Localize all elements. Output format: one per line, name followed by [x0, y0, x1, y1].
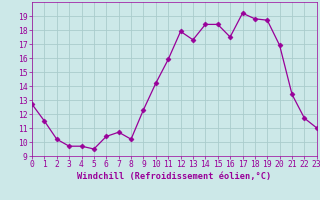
X-axis label: Windchill (Refroidissement éolien,°C): Windchill (Refroidissement éolien,°C): [77, 172, 272, 181]
